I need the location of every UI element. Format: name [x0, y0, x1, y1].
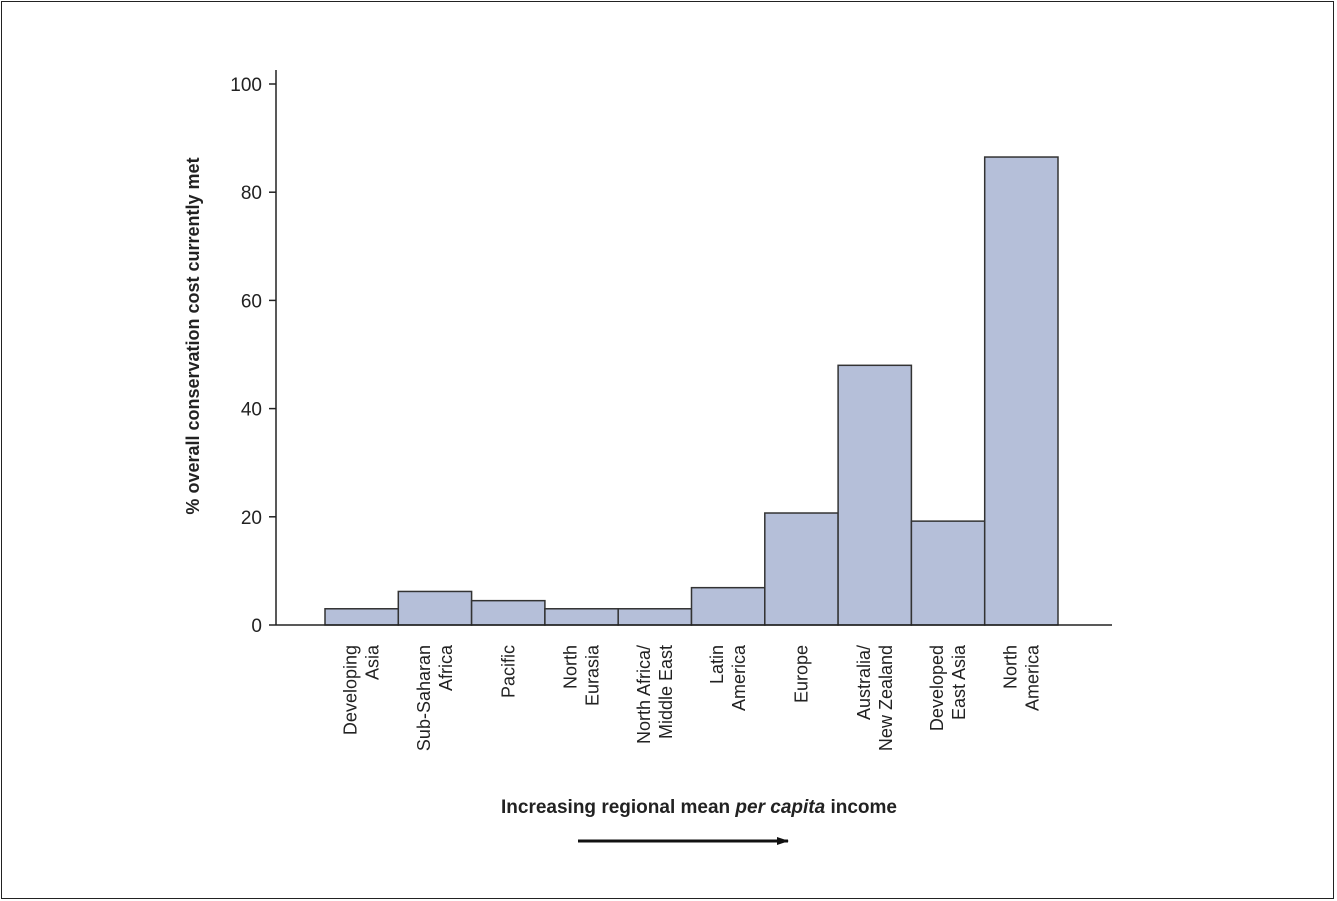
category-label-line: Europe	[791, 645, 811, 703]
y-tick-label: 20	[241, 508, 262, 529]
x-axis-label-part2: income	[825, 797, 897, 818]
category-label-line: Eurasia	[583, 644, 603, 706]
category-label: Latin America	[707, 644, 749, 711]
bar	[324, 608, 400, 626]
y-tick-label: 80	[241, 183, 262, 204]
category-label-line: America	[729, 644, 749, 711]
bar	[397, 590, 473, 626]
bar	[470, 599, 546, 626]
bar	[690, 586, 766, 626]
bar	[544, 608, 619, 626]
category-label-line: East Asia	[949, 644, 969, 720]
category-label-line: North	[1000, 645, 1020, 689]
category-label-line: Africa	[436, 644, 456, 691]
bar	[617, 608, 693, 626]
category-label-line: Developed	[927, 645, 947, 731]
category-label-line: Pacific	[498, 645, 518, 698]
y-tick-label: 60	[241, 291, 262, 312]
category-label-line: New Zealand	[876, 645, 896, 751]
bars-group	[324, 156, 1059, 626]
category-label: Australia/New Zealand	[854, 645, 896, 751]
bar	[910, 520, 986, 626]
category-label: Sub-Saharan Africa	[414, 644, 456, 751]
category-label-line: Latin	[707, 645, 727, 684]
category-label-line: America	[1022, 644, 1042, 711]
category-label: Developing Asia	[341, 644, 383, 735]
category-label-line: Developing	[341, 645, 361, 735]
y-tick-label: 100	[230, 75, 262, 96]
y-axis-label: % overall conservation cost currently me…	[183, 157, 203, 514]
category-label: North Africa/Middle East	[634, 645, 676, 744]
x-axis-label: Increasing regional mean per capita inco…	[501, 797, 897, 818]
category-label: Pacific	[498, 645, 518, 698]
category-label: Developed East Asia	[927, 644, 969, 731]
category-label-line: Sub-Saharan	[414, 645, 434, 751]
y-tick-label: 0	[251, 616, 262, 637]
category-label-line: Asia	[363, 644, 383, 680]
y-ticks-group: 0 20 40 60 80 100	[230, 75, 276, 637]
category-label-line: Australia/	[854, 645, 874, 720]
category-label: North Eurasia	[561, 644, 603, 706]
y-tick-label: 40	[241, 400, 262, 421]
bar	[983, 156, 1059, 626]
category-label: Europe	[791, 645, 811, 703]
x-axis-label-italic: per capita	[734, 797, 825, 818]
category-label: North America	[1000, 644, 1042, 711]
category-label-line: North	[561, 645, 581, 689]
category-labels-group: Developing Asia Sub-Saharan Africa Pacific No…	[341, 644, 1043, 751]
category-label-line: North Africa/	[634, 645, 654, 744]
bar	[764, 512, 839, 626]
x-axis-label-part1: Increasing regional mean	[501, 797, 735, 818]
bar	[837, 364, 913, 626]
category-label-line: Middle East	[656, 645, 676, 739]
